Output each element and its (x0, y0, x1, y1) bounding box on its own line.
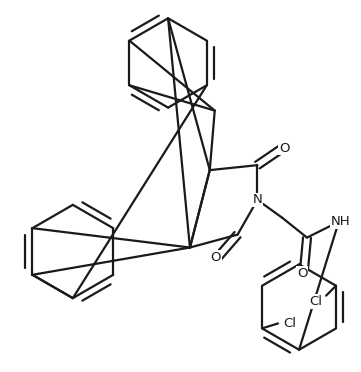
Text: O: O (297, 267, 307, 280)
Text: N: N (253, 193, 262, 206)
Text: O: O (279, 142, 290, 155)
Text: Cl: Cl (310, 295, 323, 308)
Text: NH: NH (331, 215, 351, 228)
Text: Cl: Cl (283, 317, 296, 330)
Text: O: O (210, 251, 221, 264)
